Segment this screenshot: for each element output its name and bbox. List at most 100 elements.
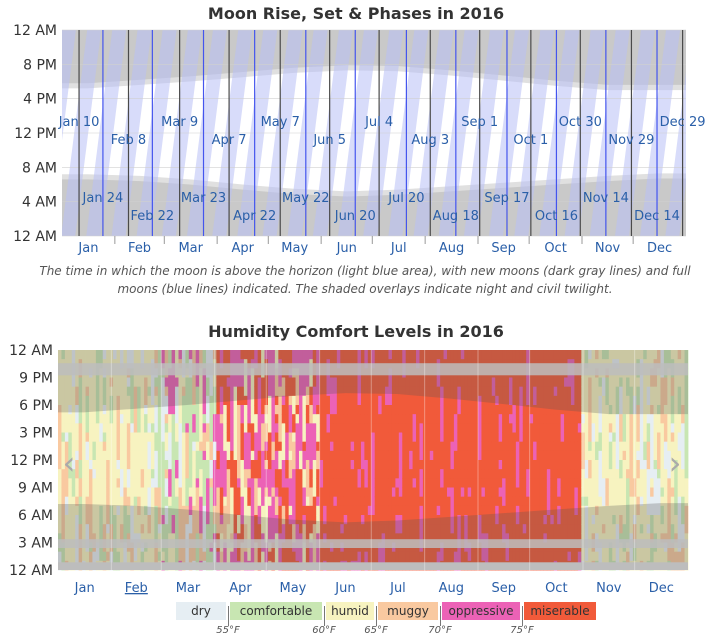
humidity-cell (433, 395, 438, 406)
humidity-cell (550, 405, 555, 415)
humidity-cell (667, 524, 672, 534)
humidity-cell (588, 551, 593, 562)
humidity-cell (660, 505, 665, 516)
humidity-cell (405, 386, 410, 397)
humidity-month-label[interactable]: May (280, 581, 307, 596)
humidity-cell (684, 496, 689, 507)
humidity-cell (508, 533, 513, 543)
humidity-cell (588, 350, 593, 360)
humidity-cell (457, 405, 462, 415)
humidity-cell (464, 533, 469, 543)
humidity-cell (416, 533, 420, 543)
humidity-cell (498, 386, 503, 397)
humidity-cell (374, 450, 379, 461)
humidity-cell (195, 478, 200, 488)
humidity-cell (643, 551, 648, 562)
humidity-cell (381, 460, 386, 470)
humidity-month-label[interactable]: Jul (389, 581, 406, 596)
full-moon-label: Oct 16 (535, 209, 578, 224)
humidity-cell (257, 405, 262, 415)
humidity-cell (478, 478, 482, 488)
chevron-left-icon[interactable]: ‹ (62, 444, 76, 482)
chevron-right-icon[interactable]: › (668, 444, 682, 482)
humidity-month-label[interactable]: Feb (125, 581, 148, 596)
humidity-cell (343, 432, 348, 443)
humidity-cell (285, 414, 290, 424)
humidity-cell (206, 386, 210, 397)
humidity-cell (336, 395, 341, 406)
humidity-cell (385, 377, 389, 388)
humidity-cell (360, 496, 365, 507)
humidity-cell (539, 515, 544, 525)
humidity-cell (185, 469, 190, 479)
humidity-cell (64, 432, 69, 443)
humidity-month-label[interactable]: Aug (439, 581, 464, 596)
humidity-cell (405, 505, 410, 516)
humidity-cell (288, 551, 293, 562)
humidity-cell (605, 496, 610, 507)
humidity-month-label[interactable]: Sep (492, 581, 517, 596)
humidity-cell (529, 469, 534, 479)
humidity-cell (412, 386, 417, 397)
humidity-cell (219, 386, 224, 397)
humidity-cell (539, 450, 544, 461)
humidity-cell (491, 377, 496, 388)
humidity-cell (137, 533, 142, 543)
humidity-cell (484, 496, 489, 507)
humidity-cell (99, 478, 104, 488)
humidity-month-label[interactable]: Nov (596, 581, 622, 596)
humidity-cell (626, 524, 630, 534)
humidity-cell (574, 460, 579, 470)
humidity-cell (199, 386, 203, 397)
humidity-cell (157, 395, 162, 406)
humidity-cell (636, 386, 641, 397)
humidity-cell (178, 487, 183, 498)
humidity-cell (626, 478, 630, 488)
humidity-cell (257, 469, 262, 479)
humidity-cell (82, 496, 86, 507)
humidity-cell (378, 350, 383, 360)
humidity-cell (443, 395, 448, 406)
humidity-month-label[interactable]: Mar (176, 581, 201, 596)
humidity-month-label[interactable]: Dec (649, 581, 674, 596)
humidity-cell (223, 515, 228, 525)
humidity-cell (560, 551, 565, 562)
humidity-cell (268, 496, 272, 507)
humidity-month-label[interactable]: Apr (229, 581, 252, 596)
humidity-cell (171, 386, 176, 397)
humidity-cell (412, 441, 417, 452)
humidity-cell (478, 441, 482, 452)
humidity-cell (670, 350, 675, 360)
humidity-cell (61, 405, 66, 415)
humidity-month-label[interactable]: Jan (74, 581, 95, 596)
humidity-cell (298, 423, 303, 433)
humidity-cell (529, 377, 534, 388)
humidity-cell (526, 524, 531, 534)
humidity-month-label[interactable]: Jun (334, 581, 355, 596)
humidity-cell (206, 414, 210, 424)
humidity-cell (254, 478, 259, 488)
humidity-cell (188, 515, 193, 525)
humidity-cell (140, 515, 145, 525)
humidity-cell (347, 414, 352, 424)
humidity-cell (350, 533, 355, 543)
humidity-cell (677, 414, 682, 424)
humidity-cell (223, 460, 228, 470)
humidity-cell (312, 377, 317, 388)
humidity-cell (512, 524, 517, 534)
humidity-cell (123, 469, 128, 479)
humidity-cell (123, 496, 128, 507)
humidity-cell (550, 460, 555, 470)
humidity-cell (550, 551, 555, 562)
humidity-cell (391, 533, 396, 543)
humidity-cell (440, 524, 444, 534)
humidity-cell (674, 487, 679, 498)
humidity-cell (391, 460, 396, 470)
humidity-cell (58, 414, 62, 424)
humidity-cell (106, 414, 111, 424)
humidity-cell (343, 496, 348, 507)
humidity-cell (226, 496, 231, 507)
humidity-cell (150, 478, 155, 488)
humidity-cell (488, 414, 493, 424)
humidity-month-label[interactable]: Oct (545, 581, 567, 596)
